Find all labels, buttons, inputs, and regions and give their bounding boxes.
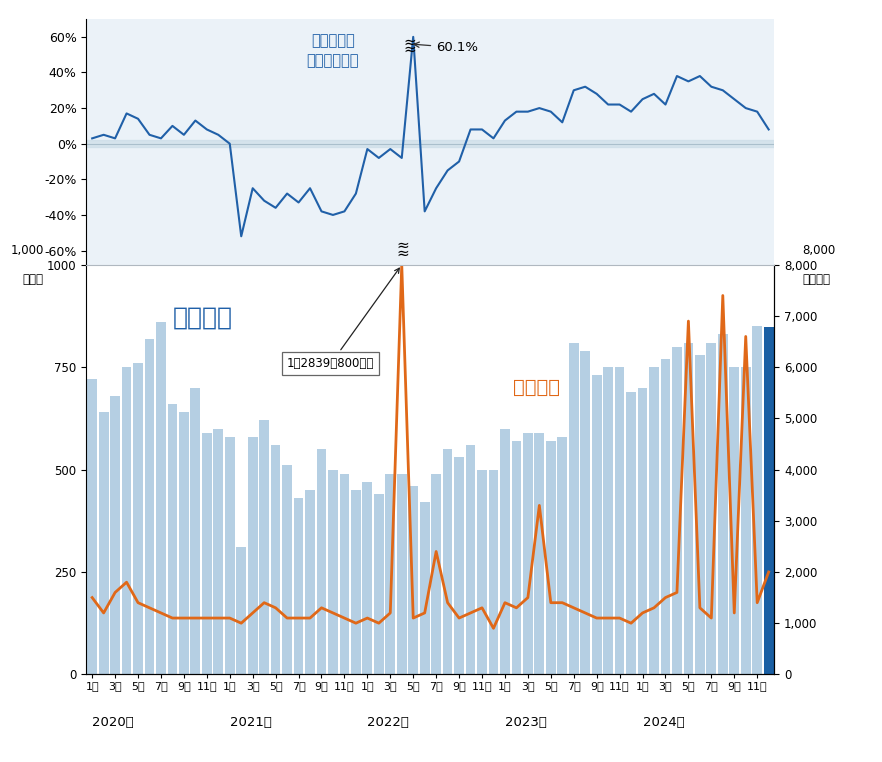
Bar (649, 367, 659, 674)
Bar (626, 392, 636, 674)
Bar (385, 474, 395, 674)
Bar (500, 428, 510, 674)
Bar (569, 343, 579, 674)
Text: 2021年: 2021年 (229, 716, 272, 729)
Bar (718, 335, 728, 674)
Text: 60.1%: 60.1% (414, 41, 478, 54)
Bar (122, 367, 131, 674)
Text: ≈: ≈ (403, 42, 416, 57)
Bar (271, 445, 280, 674)
Bar (466, 445, 475, 674)
Bar (454, 457, 464, 674)
Bar (340, 474, 349, 674)
Bar (752, 326, 762, 674)
Bar (684, 343, 693, 674)
Bar (156, 322, 166, 674)
Bar (110, 396, 120, 674)
Bar (179, 412, 189, 674)
Bar (202, 433, 212, 674)
Text: 2020年: 2020年 (93, 716, 134, 729)
Bar (764, 327, 774, 674)
Bar (729, 367, 739, 674)
Bar (294, 498, 303, 674)
Bar (431, 474, 441, 674)
Bar (523, 433, 533, 674)
Text: 2024年: 2024年 (642, 716, 684, 729)
Bar (489, 469, 498, 674)
Bar (248, 437, 258, 674)
Bar (133, 363, 143, 674)
Bar (213, 428, 223, 674)
Bar (225, 437, 235, 674)
Text: （件）: （件） (23, 273, 44, 286)
Bar (259, 421, 269, 674)
Bar (443, 449, 452, 674)
Bar (374, 495, 384, 674)
Bar (580, 351, 590, 674)
Bar (420, 502, 430, 674)
Text: 前年同月比
（倒産件数）: 前年同月比 （倒産件数） (307, 34, 359, 68)
Bar (191, 388, 200, 674)
Text: ≈: ≈ (397, 245, 409, 261)
Bar (363, 482, 372, 674)
Bar (317, 449, 326, 674)
Bar (477, 469, 487, 674)
Bar (145, 338, 154, 674)
Bar (87, 379, 97, 674)
Bar (351, 490, 361, 674)
Text: ≈: ≈ (403, 35, 416, 50)
Bar (661, 359, 670, 674)
Text: 1,000: 1,000 (11, 244, 44, 257)
Bar (512, 441, 521, 674)
Text: 2023年: 2023年 (505, 716, 547, 729)
Bar (638, 388, 647, 674)
Bar (615, 367, 624, 674)
Bar (397, 474, 407, 674)
Bar (408, 486, 418, 674)
Text: 8,000: 8,000 (802, 244, 835, 257)
Text: 倒産件数: 倒産件数 (173, 306, 233, 330)
Text: ≈: ≈ (397, 238, 409, 252)
Bar (741, 367, 751, 674)
Bar (695, 355, 705, 674)
Text: （億円）: （億円） (802, 273, 830, 286)
Text: 1兆2839億800万円: 1兆2839億800万円 (288, 268, 400, 370)
Bar (236, 547, 246, 674)
Bar (706, 343, 716, 674)
Bar (603, 367, 613, 674)
Bar (305, 490, 315, 674)
Bar (592, 376, 602, 674)
Bar (86, 140, 774, 147)
Text: 負債総額: 負債総額 (513, 378, 560, 397)
Bar (168, 404, 177, 674)
Bar (557, 437, 567, 674)
Bar (282, 466, 292, 674)
Bar (672, 347, 682, 674)
Bar (99, 412, 108, 674)
Text: 2022年: 2022年 (367, 716, 409, 729)
Bar (546, 441, 556, 674)
Bar (534, 433, 544, 674)
Bar (328, 469, 338, 674)
